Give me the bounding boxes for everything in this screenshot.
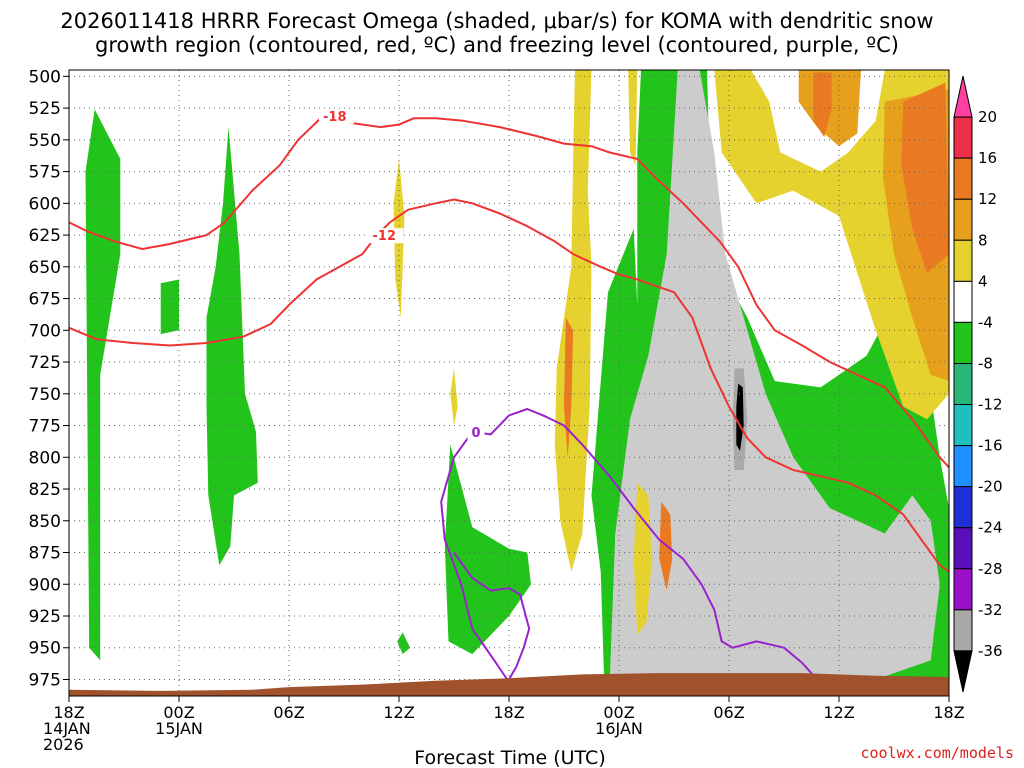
y-tick-label-7: 675 [29, 290, 61, 310]
x-tick-label-0-2: 2026 [43, 735, 84, 754]
x-tick-label-0-0: 18Z [53, 703, 84, 722]
colorbar-swatch-12 [953, 568, 973, 611]
omega-region-17 [554, 70, 592, 572]
colorbar-label-13: -36 [978, 642, 1003, 660]
y-axis-ticks: 500 525 550 575 600 625 650 675 700 725 750 775 800 8… [29, 67, 69, 690]
y-tick-label-19: 975 [29, 670, 61, 690]
colorbar-swatch-4 [953, 239, 973, 282]
chart-title-line-2: growth region (contoured, red, ºC) and f… [95, 33, 899, 57]
omega-region-0 [85, 109, 121, 661]
omega-region-23 [813, 72, 832, 138]
contour-line-3 [453, 551, 531, 680]
colorbar-swatch-11 [953, 527, 973, 570]
x-tick-label-2-0: 06Z [273, 703, 304, 722]
colorbar-label-10: -24 [978, 519, 1003, 537]
chart-title-line-1: 2026011418 HRRR Forecast Omega (shaded, … [60, 9, 933, 33]
y-tick-label-12: 800 [29, 448, 61, 468]
y-tick-label-5: 625 [29, 226, 61, 246]
x-tick-label-0-1: 14JAN [43, 719, 91, 738]
colorbar-swatch-5 [953, 280, 973, 323]
terrain-surface [69, 673, 949, 696]
colorbar-label-0: 20 [978, 108, 997, 126]
x-tick-label-5-1: 16JAN [595, 719, 643, 738]
contour-label-bg-0 [319, 108, 354, 124]
omega-region-16 [450, 368, 458, 426]
y-tick-label-14: 850 [29, 512, 61, 532]
y-tick-label-8: 700 [29, 321, 61, 341]
x-tick-label-7-0: 12Z [823, 703, 854, 722]
x-tick-label-4-0: 18Z [493, 703, 524, 722]
colorbar-swatch-1 [953, 116, 973, 159]
omega-region-1 [206, 127, 258, 566]
plot-area: -18 -12 0 [68, 69, 950, 697]
y-tick-label-1: 525 [29, 99, 61, 119]
x-axis-label: Forecast Time (UTC) [414, 747, 605, 768]
x-tick-label-3-0: 12Z [383, 703, 414, 722]
contour-label-bg-1 [368, 228, 404, 244]
contour-line-0 [68, 116, 950, 469]
omega-region-2 [160, 279, 179, 335]
colorbar-label-3: 8 [978, 231, 988, 249]
y-tick-label-13: 825 [29, 480, 61, 500]
y-tick-label-0: 500 [29, 67, 61, 87]
colorbar-swatch-0 [953, 75, 973, 118]
temperature-contours: -18 -12 0 [68, 108, 950, 681]
omega-region-19 [633, 482, 652, 636]
colorbar-swatch-6 [953, 321, 973, 364]
y-tick-label-15: 875 [29, 544, 61, 564]
omega-region-24 [901, 82, 949, 274]
contour-line-2 [440, 408, 818, 681]
colorbar-label-11: -28 [978, 560, 1003, 578]
y-tick-label-17: 925 [29, 607, 61, 627]
contour-line-1 [68, 198, 950, 573]
colorbar-label-12: -32 [978, 601, 1003, 619]
y-tick-label-16: 900 [29, 575, 61, 595]
y-tick-label-6: 650 [29, 258, 61, 278]
x-tick-label-6-0: 06Z [713, 703, 744, 722]
y-tick-label-9: 725 [29, 353, 61, 373]
y-tick-label-11: 775 [29, 417, 61, 437]
contour-label-0: -18 [323, 110, 347, 125]
omega-region-3 [397, 632, 410, 655]
x-tick-label-1-1: 15JAN [155, 719, 203, 738]
colorbar-label-1: 16 [978, 149, 997, 167]
omega-shading [85, 70, 949, 686]
colorbar-label-5: -4 [978, 313, 993, 331]
colorbar-swatch-9 [953, 445, 973, 488]
colorbar-label-4: 4 [978, 272, 988, 290]
x-tick-label-8-0: 18Z [933, 703, 964, 722]
colorbar-swatch-13 [953, 609, 973, 652]
omega-region-12 [683, 70, 711, 655]
omega-region-26 [564, 317, 574, 458]
colorbar-swatch-3 [953, 198, 973, 241]
colorbar-swatch-14 [953, 650, 973, 693]
omega-region-14 [736, 383, 744, 451]
x-tick-label-1-0: 00Z [163, 703, 194, 722]
colorbar-label-8: -16 [978, 437, 1003, 455]
terrain-layer [69, 673, 949, 696]
contour-label-2: 0 [472, 426, 481, 441]
omega-region-10 [789, 527, 808, 616]
contour-label-1: -12 [373, 229, 397, 244]
credit-text: coolwx.com/models [860, 744, 1014, 762]
colorbar-label-9: -20 [978, 478, 1003, 496]
colorbar-swatch-10 [953, 486, 973, 529]
colorbar-label-7: -12 [978, 396, 1003, 414]
y-tick-label-10: 750 [29, 385, 61, 405]
y-tick-label-2: 550 [29, 131, 61, 151]
colorbar-label-6: -8 [978, 354, 993, 372]
contour-label-bg-2 [467, 424, 485, 440]
x-tick-label-5-0: 00Z [603, 703, 634, 722]
colorbar-swatch-7 [953, 362, 973, 406]
y-tick-label-4: 600 [29, 194, 61, 214]
colorbar: 20 16 12 8 4 -4 -8 -12 -16 -20 -24 -28 -32 -36 [953, 75, 1003, 693]
omega-region-18 [628, 70, 638, 166]
colorbar-swatch-2 [953, 157, 973, 200]
colorbar-swatch-8 [953, 404, 973, 447]
y-tick-label-18: 950 [29, 639, 61, 659]
colorbar-label-2: 12 [978, 190, 997, 208]
y-tick-label-3: 575 [29, 163, 61, 183]
